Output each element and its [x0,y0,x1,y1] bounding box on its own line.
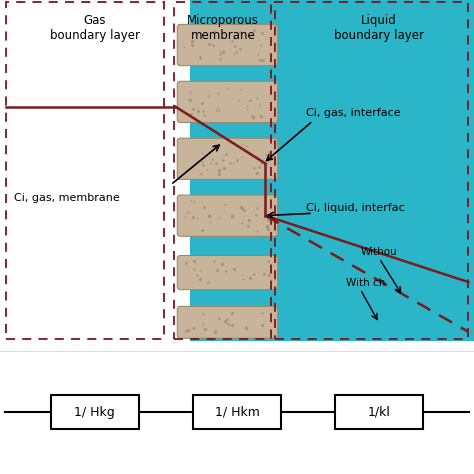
Text: Liquid
boundary layer: Liquid boundary layer [334,14,424,42]
Text: Gas
boundary layer: Gas boundary layer [50,14,140,42]
Text: 1/kl: 1/kl [368,406,391,419]
Bar [6,2,164,339]
Text: 1/ Hkm: 1/ Hkm [215,406,259,419]
Bar [174,2,271,339]
Text: Ci, gas, interface: Ci, gas, interface [306,108,401,118]
Bar [193,395,281,429]
FancyBboxPatch shape [177,195,278,236]
Bar [190,0,474,341]
Bar [275,2,468,339]
Text: Withou: Withou [360,247,397,257]
Text: 1/ Hkg: 1/ Hkg [74,406,115,419]
Bar [336,395,423,429]
Text: Ci, gas, membrane: Ci, gas, membrane [14,193,120,203]
Text: Microporous
membrane: Microporous membrane [187,14,259,42]
FancyBboxPatch shape [177,138,278,179]
FancyBboxPatch shape [177,82,278,122]
FancyBboxPatch shape [177,25,278,65]
Text: With ch: With ch [346,278,385,288]
Bar [51,395,138,429]
FancyBboxPatch shape [177,255,278,290]
Text: Ci, liquid, interfac: Ci, liquid, interfac [306,203,404,213]
FancyBboxPatch shape [177,306,278,338]
